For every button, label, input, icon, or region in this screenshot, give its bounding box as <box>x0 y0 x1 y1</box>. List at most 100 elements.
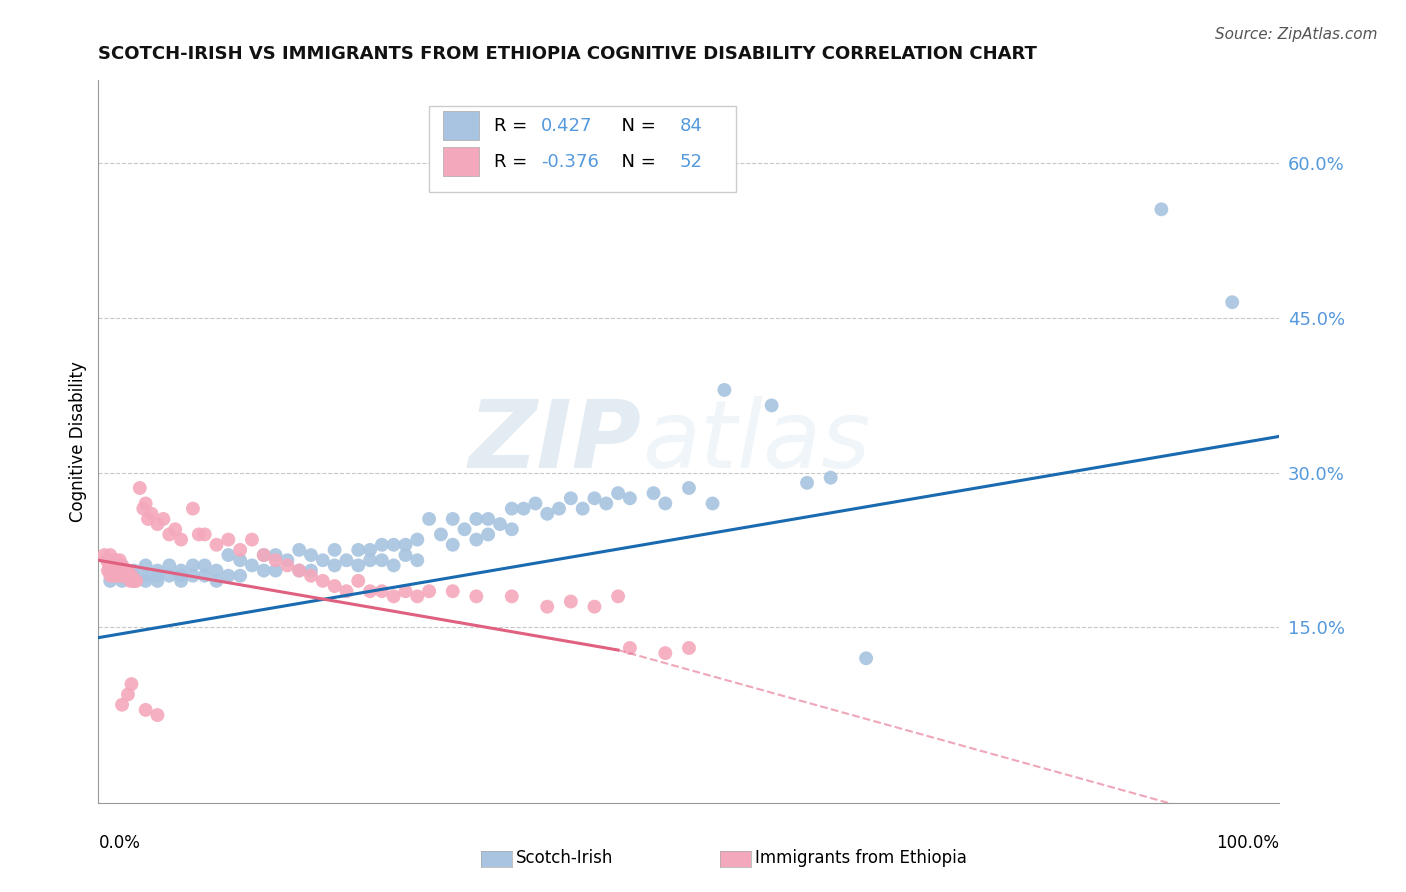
Point <box>359 584 381 599</box>
Point <box>418 584 440 599</box>
Point <box>347 542 370 557</box>
Point <box>335 553 357 567</box>
Point <box>110 568 132 582</box>
Point <box>536 599 558 614</box>
Point <box>288 564 311 578</box>
Point <box>347 558 370 573</box>
Point <box>115 568 138 582</box>
Point <box>465 512 488 526</box>
Point <box>111 698 134 712</box>
Point <box>276 553 298 567</box>
Point <box>382 590 405 604</box>
Point <box>512 501 534 516</box>
Point <box>136 512 159 526</box>
Point <box>571 501 593 516</box>
Point <box>157 558 180 573</box>
Point <box>117 564 139 578</box>
Point <box>98 574 121 588</box>
Point <box>104 564 127 578</box>
Point <box>312 574 335 588</box>
Point <box>114 564 136 578</box>
Point <box>382 558 405 573</box>
Point <box>205 564 228 578</box>
Point <box>194 568 217 582</box>
Point <box>240 533 263 547</box>
Point <box>299 548 322 562</box>
Point <box>103 558 125 573</box>
Point <box>1150 202 1173 217</box>
Point <box>135 703 157 717</box>
Point <box>264 553 287 567</box>
Point <box>288 564 311 578</box>
Point <box>678 481 700 495</box>
Point <box>465 590 488 604</box>
Point <box>152 512 174 526</box>
Point <box>205 574 228 588</box>
Point <box>107 564 129 578</box>
Point <box>323 542 346 557</box>
Point <box>489 517 512 532</box>
Point <box>312 553 335 567</box>
Text: SCOTCH-IRISH VS IMMIGRANTS FROM ETHIOPIA COGNITIVE DISABILITY CORRELATION CHART: SCOTCH-IRISH VS IMMIGRANTS FROM ETHIOPIA… <box>98 45 1038 62</box>
Point <box>702 496 724 510</box>
Point <box>118 568 141 582</box>
Point <box>125 574 148 588</box>
Point <box>103 568 125 582</box>
Point <box>165 522 187 536</box>
Point <box>229 568 252 582</box>
Text: N =: N = <box>610 153 661 171</box>
Point <box>430 527 453 541</box>
Point <box>146 564 169 578</box>
Point <box>855 651 877 665</box>
Point <box>135 574 157 588</box>
Point <box>121 568 143 582</box>
Point <box>253 548 276 562</box>
Point <box>111 558 134 573</box>
Point <box>105 553 128 567</box>
Point <box>536 507 558 521</box>
Point <box>299 564 322 578</box>
Point <box>394 584 416 599</box>
Point <box>323 558 346 573</box>
Point <box>122 574 145 588</box>
Point <box>181 568 204 582</box>
Point <box>170 564 193 578</box>
Point <box>146 517 169 532</box>
Point <box>619 640 641 655</box>
Point <box>217 568 239 582</box>
Point <box>394 548 416 562</box>
Text: R =: R = <box>494 117 538 135</box>
Point <box>1220 295 1243 310</box>
Point <box>299 568 322 582</box>
Point <box>619 491 641 506</box>
Point <box>229 542 252 557</box>
Point <box>654 496 676 510</box>
Point <box>93 548 115 562</box>
Point <box>501 590 523 604</box>
Point <box>441 584 464 599</box>
Point <box>205 538 228 552</box>
Point <box>96 553 118 567</box>
Point <box>548 501 571 516</box>
Point <box>371 584 394 599</box>
Point <box>240 558 263 573</box>
Point <box>135 496 157 510</box>
Point <box>595 496 617 510</box>
Text: -0.376: -0.376 <box>541 153 599 171</box>
Point <box>323 579 346 593</box>
Point <box>146 574 169 588</box>
Text: atlas: atlas <box>641 396 870 487</box>
Text: Source: ZipAtlas.com: Source: ZipAtlas.com <box>1215 27 1378 42</box>
Point <box>820 471 842 485</box>
Point <box>128 481 150 495</box>
Text: 100.0%: 100.0% <box>1216 834 1279 852</box>
Point <box>607 486 630 500</box>
Point <box>170 533 193 547</box>
Point <box>501 522 523 536</box>
Point <box>105 564 128 578</box>
Text: 0.427: 0.427 <box>541 117 593 135</box>
Point <box>170 574 193 588</box>
Point <box>524 496 547 510</box>
Text: ZIP: ZIP <box>468 395 641 488</box>
Point <box>761 398 783 412</box>
